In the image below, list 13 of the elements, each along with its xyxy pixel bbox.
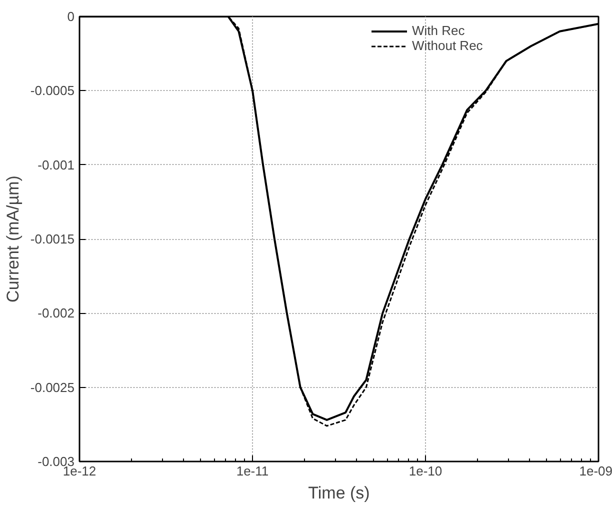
y-tick-label: 0 — [67, 9, 75, 24]
legend-label: With Rec — [412, 23, 465, 38]
y-tick-label: -0.0025 — [30, 380, 75, 395]
y-tick-label: -0.001 — [38, 157, 75, 172]
x-tick-label: 1e-09 — [579, 464, 612, 478]
y-tick-label: -0.002 — [38, 306, 75, 321]
x-tick-label: 1e-11 — [236, 464, 269, 478]
x-tick-label: 1e-10 — [408, 464, 442, 478]
legend-label: Without Rec — [412, 38, 483, 53]
y-axis-title: Current (mA/µm) — [3, 176, 22, 302]
y-tick-label: -0.0015 — [30, 232, 75, 246]
x-axis-title: Time (s) — [308, 484, 370, 502]
y-tick-label: -0.0005 — [30, 83, 75, 98]
